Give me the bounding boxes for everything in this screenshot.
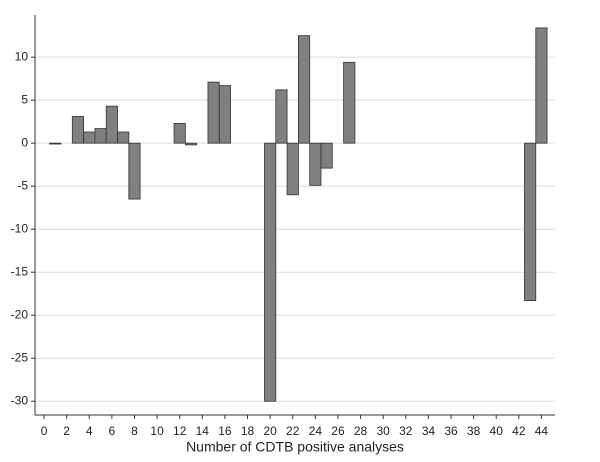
bar xyxy=(297,35,311,144)
bar xyxy=(94,128,107,144)
bar xyxy=(286,142,299,196)
bar xyxy=(320,142,333,169)
y-tick-label: -5 xyxy=(17,178,28,192)
y-tick-label: -15 xyxy=(11,264,29,278)
bar xyxy=(105,105,118,144)
x-tick-label: 32 xyxy=(399,424,413,438)
bar xyxy=(71,116,85,144)
y-tick-label: 10 xyxy=(15,49,29,63)
bar xyxy=(524,142,537,301)
x-tick-label: 22 xyxy=(286,424,300,438)
y-tick-label: 0 xyxy=(21,135,28,149)
y-tick-label: -20 xyxy=(11,307,29,321)
x-tick-label: 8 xyxy=(131,424,138,438)
x-tick-label: 20 xyxy=(263,424,277,438)
x-tick-label: 0 xyxy=(41,424,48,438)
x-tick-label: 24 xyxy=(309,424,323,438)
x-tick-label: 34 xyxy=(422,424,436,438)
bar xyxy=(207,81,220,144)
x-tick-label: 18 xyxy=(241,424,255,438)
bar xyxy=(117,131,130,144)
x-tick-label: 42 xyxy=(512,424,526,438)
x-axis-label: Number of CDTB positive analyses xyxy=(186,439,404,455)
x-tick-label: 40 xyxy=(490,424,504,438)
bar xyxy=(343,61,356,144)
bar xyxy=(264,142,277,402)
x-tick-label: 6 xyxy=(109,424,116,438)
bar xyxy=(309,142,322,186)
bar xyxy=(173,122,186,144)
y-tick-label: 5 xyxy=(21,92,28,106)
bar xyxy=(218,85,231,144)
y-tick-label: -30 xyxy=(11,393,29,407)
x-tick-label: 12 xyxy=(173,424,187,438)
x-tick-label: 14 xyxy=(196,424,210,438)
x-tick-label: 16 xyxy=(218,424,232,438)
x-tick-label: 44 xyxy=(535,424,549,438)
x-tick-label: 38 xyxy=(467,424,481,438)
y-tick-label: -25 xyxy=(11,350,29,364)
x-tick-label: 26 xyxy=(331,424,345,438)
bar xyxy=(49,142,62,145)
bar xyxy=(184,142,198,146)
x-tick-label: 2 xyxy=(63,424,70,438)
y-tick-label: -10 xyxy=(11,221,29,235)
bar xyxy=(535,27,548,144)
bar xyxy=(128,142,141,200)
bar xyxy=(83,131,96,144)
x-tick-label: 28 xyxy=(354,424,368,438)
x-tick-label: 30 xyxy=(376,424,390,438)
x-tick-label: 4 xyxy=(86,424,93,438)
x-tick-label: 36 xyxy=(444,424,458,438)
x-tick-label: 10 xyxy=(150,424,164,438)
bar xyxy=(275,89,288,144)
